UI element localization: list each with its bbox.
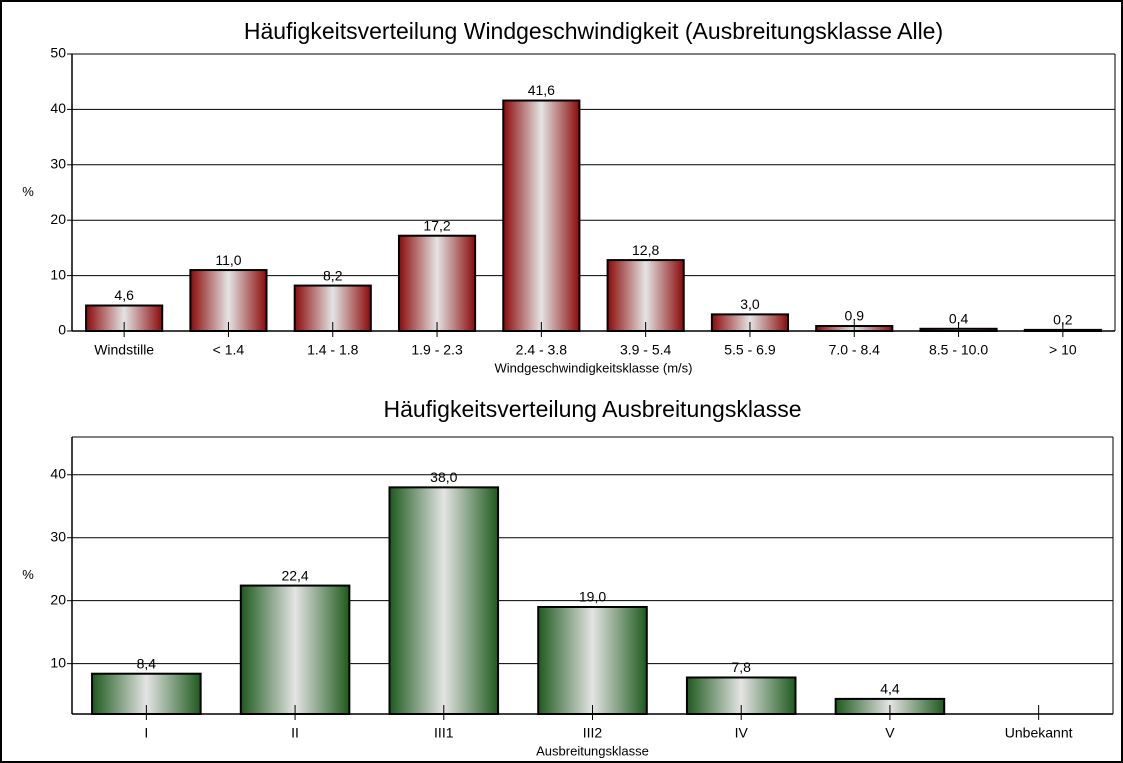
x-tick-label: > 10 [1049, 342, 1077, 358]
bar [189, 269, 268, 332]
x-tick-label: 3.9 - 5.4 [620, 342, 672, 358]
x-tick-label: III2 [583, 725, 603, 741]
y-tick-label: 20 [50, 591, 66, 607]
value-label: 4,4 [880, 681, 900, 697]
value-label: 3,0 [740, 296, 760, 312]
value-label: 11,0 [215, 252, 241, 268]
value-label: 17,2 [423, 217, 450, 233]
value-label: 38,0 [430, 469, 457, 485]
y-tick-label: 30 [50, 528, 66, 544]
x-tick-label: 2.4 - 3.8 [516, 342, 568, 358]
x-tick-label: Windstille [94, 342, 154, 358]
chart-title: Häufigkeitsverteilung Windgeschwindigkei… [244, 18, 943, 44]
bar [606, 259, 685, 333]
y-tick-label: 0 [58, 322, 66, 338]
y-tick-label: 10 [50, 266, 66, 282]
value-label: 0,2 [1053, 312, 1073, 328]
y-tick-label: 40 [50, 465, 66, 481]
x-tick-label: < 1.4 [213, 342, 245, 358]
value-label: 12,8 [632, 242, 659, 258]
x-tick-label: III1 [434, 725, 454, 741]
chart-title: Häufigkeitsverteilung Ausbreitungsklasse [383, 396, 801, 422]
bar [91, 672, 202, 716]
bar [239, 584, 351, 716]
x-axis-label: Windgeschwindigkeitsklasse (m/s) [495, 360, 693, 375]
bar [502, 99, 581, 333]
x-tick-label: 7.0 - 8.4 [829, 342, 881, 358]
x-axis-label: Ausbreitungsklasse [536, 743, 649, 758]
value-label: 0,4 [949, 310, 969, 326]
x-tick-label: II [291, 725, 299, 741]
y-tick-label: 50 [50, 45, 66, 61]
x-tick-label: 5.5 - 6.9 [724, 342, 776, 358]
value-label: 41,6 [528, 82, 555, 98]
x-tick-label: 8.5 - 10.0 [929, 342, 988, 358]
bar [397, 234, 477, 333]
y-tick-label: 30 [50, 156, 66, 172]
value-label: 0,9 [845, 308, 865, 324]
value-label: 8,2 [323, 267, 343, 283]
x-tick-label: 1.4 - 1.8 [307, 342, 359, 358]
y-tick-label: 40 [50, 100, 66, 116]
bar [388, 486, 500, 716]
value-label: 4,6 [114, 287, 134, 303]
x-tick-label: IV [735, 725, 749, 741]
y-axis-label: % [22, 567, 34, 582]
bar [537, 605, 648, 716]
x-tick-label: 1.9 - 2.3 [411, 342, 463, 358]
y-tick-label: 10 [50, 654, 66, 670]
y-axis-label: % [22, 184, 34, 199]
x-tick-label: V [885, 725, 895, 741]
value-label: 22,4 [281, 567, 308, 583]
value-label: 7,8 [731, 659, 751, 675]
y-tick-label: 20 [50, 211, 66, 227]
value-label: 19,0 [579, 589, 606, 605]
value-label: 8,4 [137, 655, 157, 671]
x-tick-label: I [144, 725, 148, 741]
x-tick-label: Unbekannt [1005, 725, 1073, 741]
bar [685, 676, 797, 716]
